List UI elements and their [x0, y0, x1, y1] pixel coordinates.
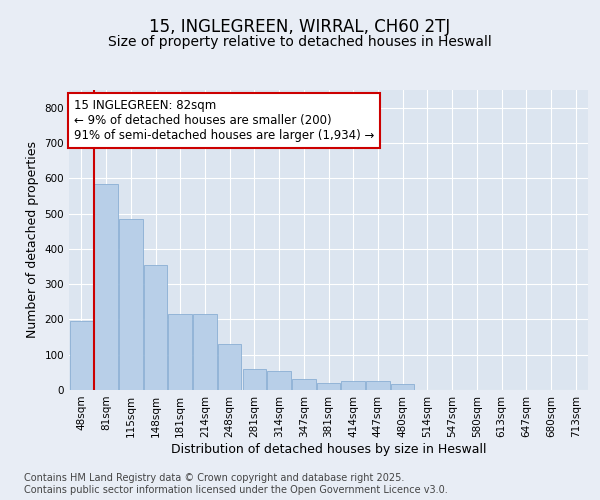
- Bar: [193, 314, 217, 390]
- Text: 15 INGLEGREEN: 82sqm
← 9% of detached houses are smaller (200)
91% of semi-detac: 15 INGLEGREEN: 82sqm ← 9% of detached ho…: [74, 99, 374, 142]
- Bar: [366, 381, 389, 390]
- Bar: [119, 219, 143, 390]
- Bar: [218, 344, 241, 390]
- Bar: [242, 369, 266, 390]
- Bar: [341, 381, 365, 390]
- Bar: [94, 184, 118, 390]
- Bar: [144, 264, 167, 390]
- Text: Size of property relative to detached houses in Heswall: Size of property relative to detached ho…: [108, 35, 492, 49]
- Bar: [292, 380, 316, 390]
- Bar: [169, 314, 192, 390]
- Text: Contains HM Land Registry data © Crown copyright and database right 2025.
Contai: Contains HM Land Registry data © Crown c…: [24, 474, 448, 495]
- Bar: [317, 383, 340, 390]
- Text: 15, INGLEGREEN, WIRRAL, CH60 2TJ: 15, INGLEGREEN, WIRRAL, CH60 2TJ: [149, 18, 451, 36]
- Bar: [391, 384, 415, 390]
- Bar: [268, 370, 291, 390]
- Bar: [70, 321, 93, 390]
- Y-axis label: Number of detached properties: Number of detached properties: [26, 142, 39, 338]
- X-axis label: Distribution of detached houses by size in Heswall: Distribution of detached houses by size …: [171, 442, 486, 456]
